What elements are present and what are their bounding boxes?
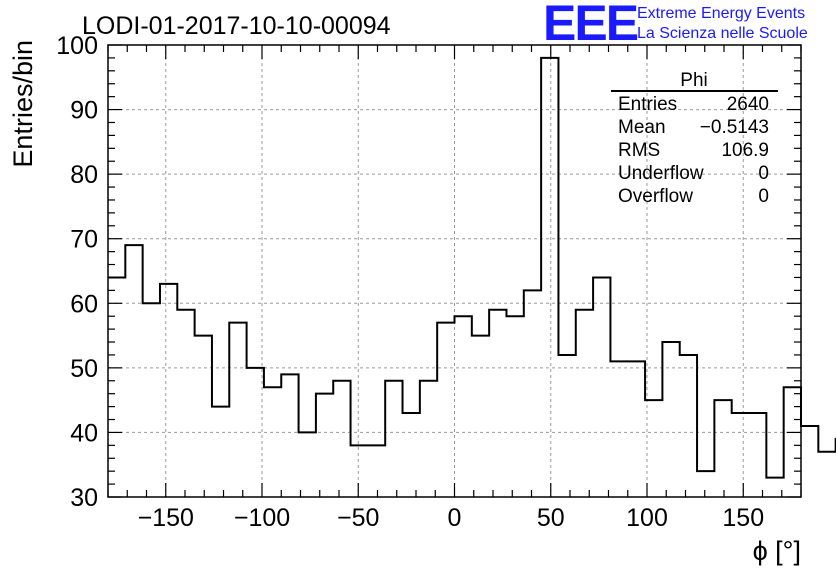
x-tick-label: 50 <box>537 504 565 532</box>
y-tick-label: 100 <box>56 32 98 60</box>
histogram-bin-17 <box>403 413 420 497</box>
histogram-bin-5 <box>195 336 212 497</box>
stats-row-value: −0.5143 <box>700 117 769 138</box>
x-axis-label: ϕ [°] <box>753 536 801 566</box>
logo-text-line2: La Scienza nelle Scuole <box>637 25 808 42</box>
stats-row-value: 0 <box>758 163 769 184</box>
x-tick-label: −100 <box>234 504 290 532</box>
histogram-bin-39 <box>784 387 801 497</box>
histogram-bin-29 <box>610 361 627 497</box>
y-tick-labels: 30 40 50 60 70 80 90 100 <box>56 32 98 512</box>
histogram-bin-6 <box>212 407 229 497</box>
histogram-bin-25 <box>541 58 558 497</box>
histogram-bin-28 <box>593 277 610 497</box>
y-tick-label: 60 <box>70 290 98 318</box>
histogram-bin-24 <box>524 290 541 497</box>
histogram-bin-38 <box>766 478 783 497</box>
histogram-bin-22 <box>489 310 506 497</box>
logo-text-line1: Extreme Energy Events <box>637 5 806 22</box>
histogram-bin-12 <box>316 394 333 497</box>
stats-rows: Entries 2640 Mean −0.5143 RMS 106.9 Underflow 0… <box>618 94 769 207</box>
histogram-bin-2 <box>143 303 160 497</box>
histogram-bin-35 <box>714 400 731 497</box>
histogram-bin-11 <box>299 432 316 497</box>
y-axis-label: Entries/bin <box>8 40 38 168</box>
x-tick-label: −50 <box>337 504 379 532</box>
x-tick-label: 100 <box>626 504 668 532</box>
stats-row-value: 106.9 <box>721 140 769 161</box>
axis-ticks <box>107 44 802 498</box>
histogram-bin-26 <box>558 355 575 497</box>
stats-row-value: 2640 <box>727 94 769 115</box>
chart-title: LODI-01-2017-10-10-00094 <box>82 12 391 40</box>
histogram-bin-27 <box>576 310 593 497</box>
histogram-bin-34 <box>697 471 714 497</box>
histogram-bin-15 <box>368 445 385 497</box>
histogram-bin-20 <box>455 316 472 497</box>
histogram-bin-40 <box>801 426 818 497</box>
histogram-bin-7 <box>229 323 246 497</box>
y-tick-label: 30 <box>70 484 98 512</box>
stats-row-value: 0 <box>758 186 769 207</box>
x-tick-label: −150 <box>138 504 194 532</box>
histogram-bin-16 <box>385 381 402 497</box>
histogram-bin-33 <box>680 355 697 497</box>
histogram-bin-36 <box>732 413 749 497</box>
histogram-bin-14 <box>351 445 368 497</box>
x-tick-label: 0 <box>448 504 462 532</box>
histogram-bin-30 <box>628 361 645 497</box>
y-tick-label: 50 <box>70 355 98 383</box>
histogram-bin-41 <box>818 452 835 497</box>
histogram-bin-9 <box>264 387 281 497</box>
histogram-bin-0 <box>108 277 125 497</box>
stats-row-label: Underflow <box>618 163 704 184</box>
histogram-bin-18 <box>420 381 437 497</box>
histogram-bin-8 <box>247 368 264 497</box>
stats-title: Phi <box>680 70 707 91</box>
y-tick-label: 40 <box>70 419 98 447</box>
histogram-bin-32 <box>662 342 679 497</box>
stats-row-label: Entries <box>618 94 677 115</box>
grid-lines <box>108 45 801 497</box>
x-tick-label: 150 <box>722 504 764 532</box>
x-tick-labels: −150 −100 −50 0 50 100 150 <box>138 504 765 532</box>
eee-logo-mark: EEE <box>543 0 639 51</box>
stats-row-label: RMS <box>618 140 660 161</box>
y-tick-label: 80 <box>70 161 98 189</box>
histogram-bin-10 <box>281 374 298 497</box>
histogram-bin-21 <box>472 336 489 497</box>
histogram-bin-4 <box>177 310 194 497</box>
histogram-bin-3 <box>160 284 177 497</box>
histogram-bin-23 <box>506 316 523 497</box>
histogram-bin-19 <box>437 323 454 497</box>
y-tick-label: 90 <box>70 97 98 125</box>
histogram-bin-1 <box>125 245 142 497</box>
histogram-bin-31 <box>645 400 662 497</box>
stats-row-label: Overflow <box>618 186 693 207</box>
stats-box: Phi Entries 2640 Mean −0.5143 RMS 106.9 Underf… <box>611 70 778 207</box>
stats-row-label: Mean <box>618 117 666 138</box>
histogram-bin-13 <box>333 381 350 497</box>
y-tick-label: 70 <box>70 226 98 254</box>
histogram-bin-37 <box>749 413 766 497</box>
